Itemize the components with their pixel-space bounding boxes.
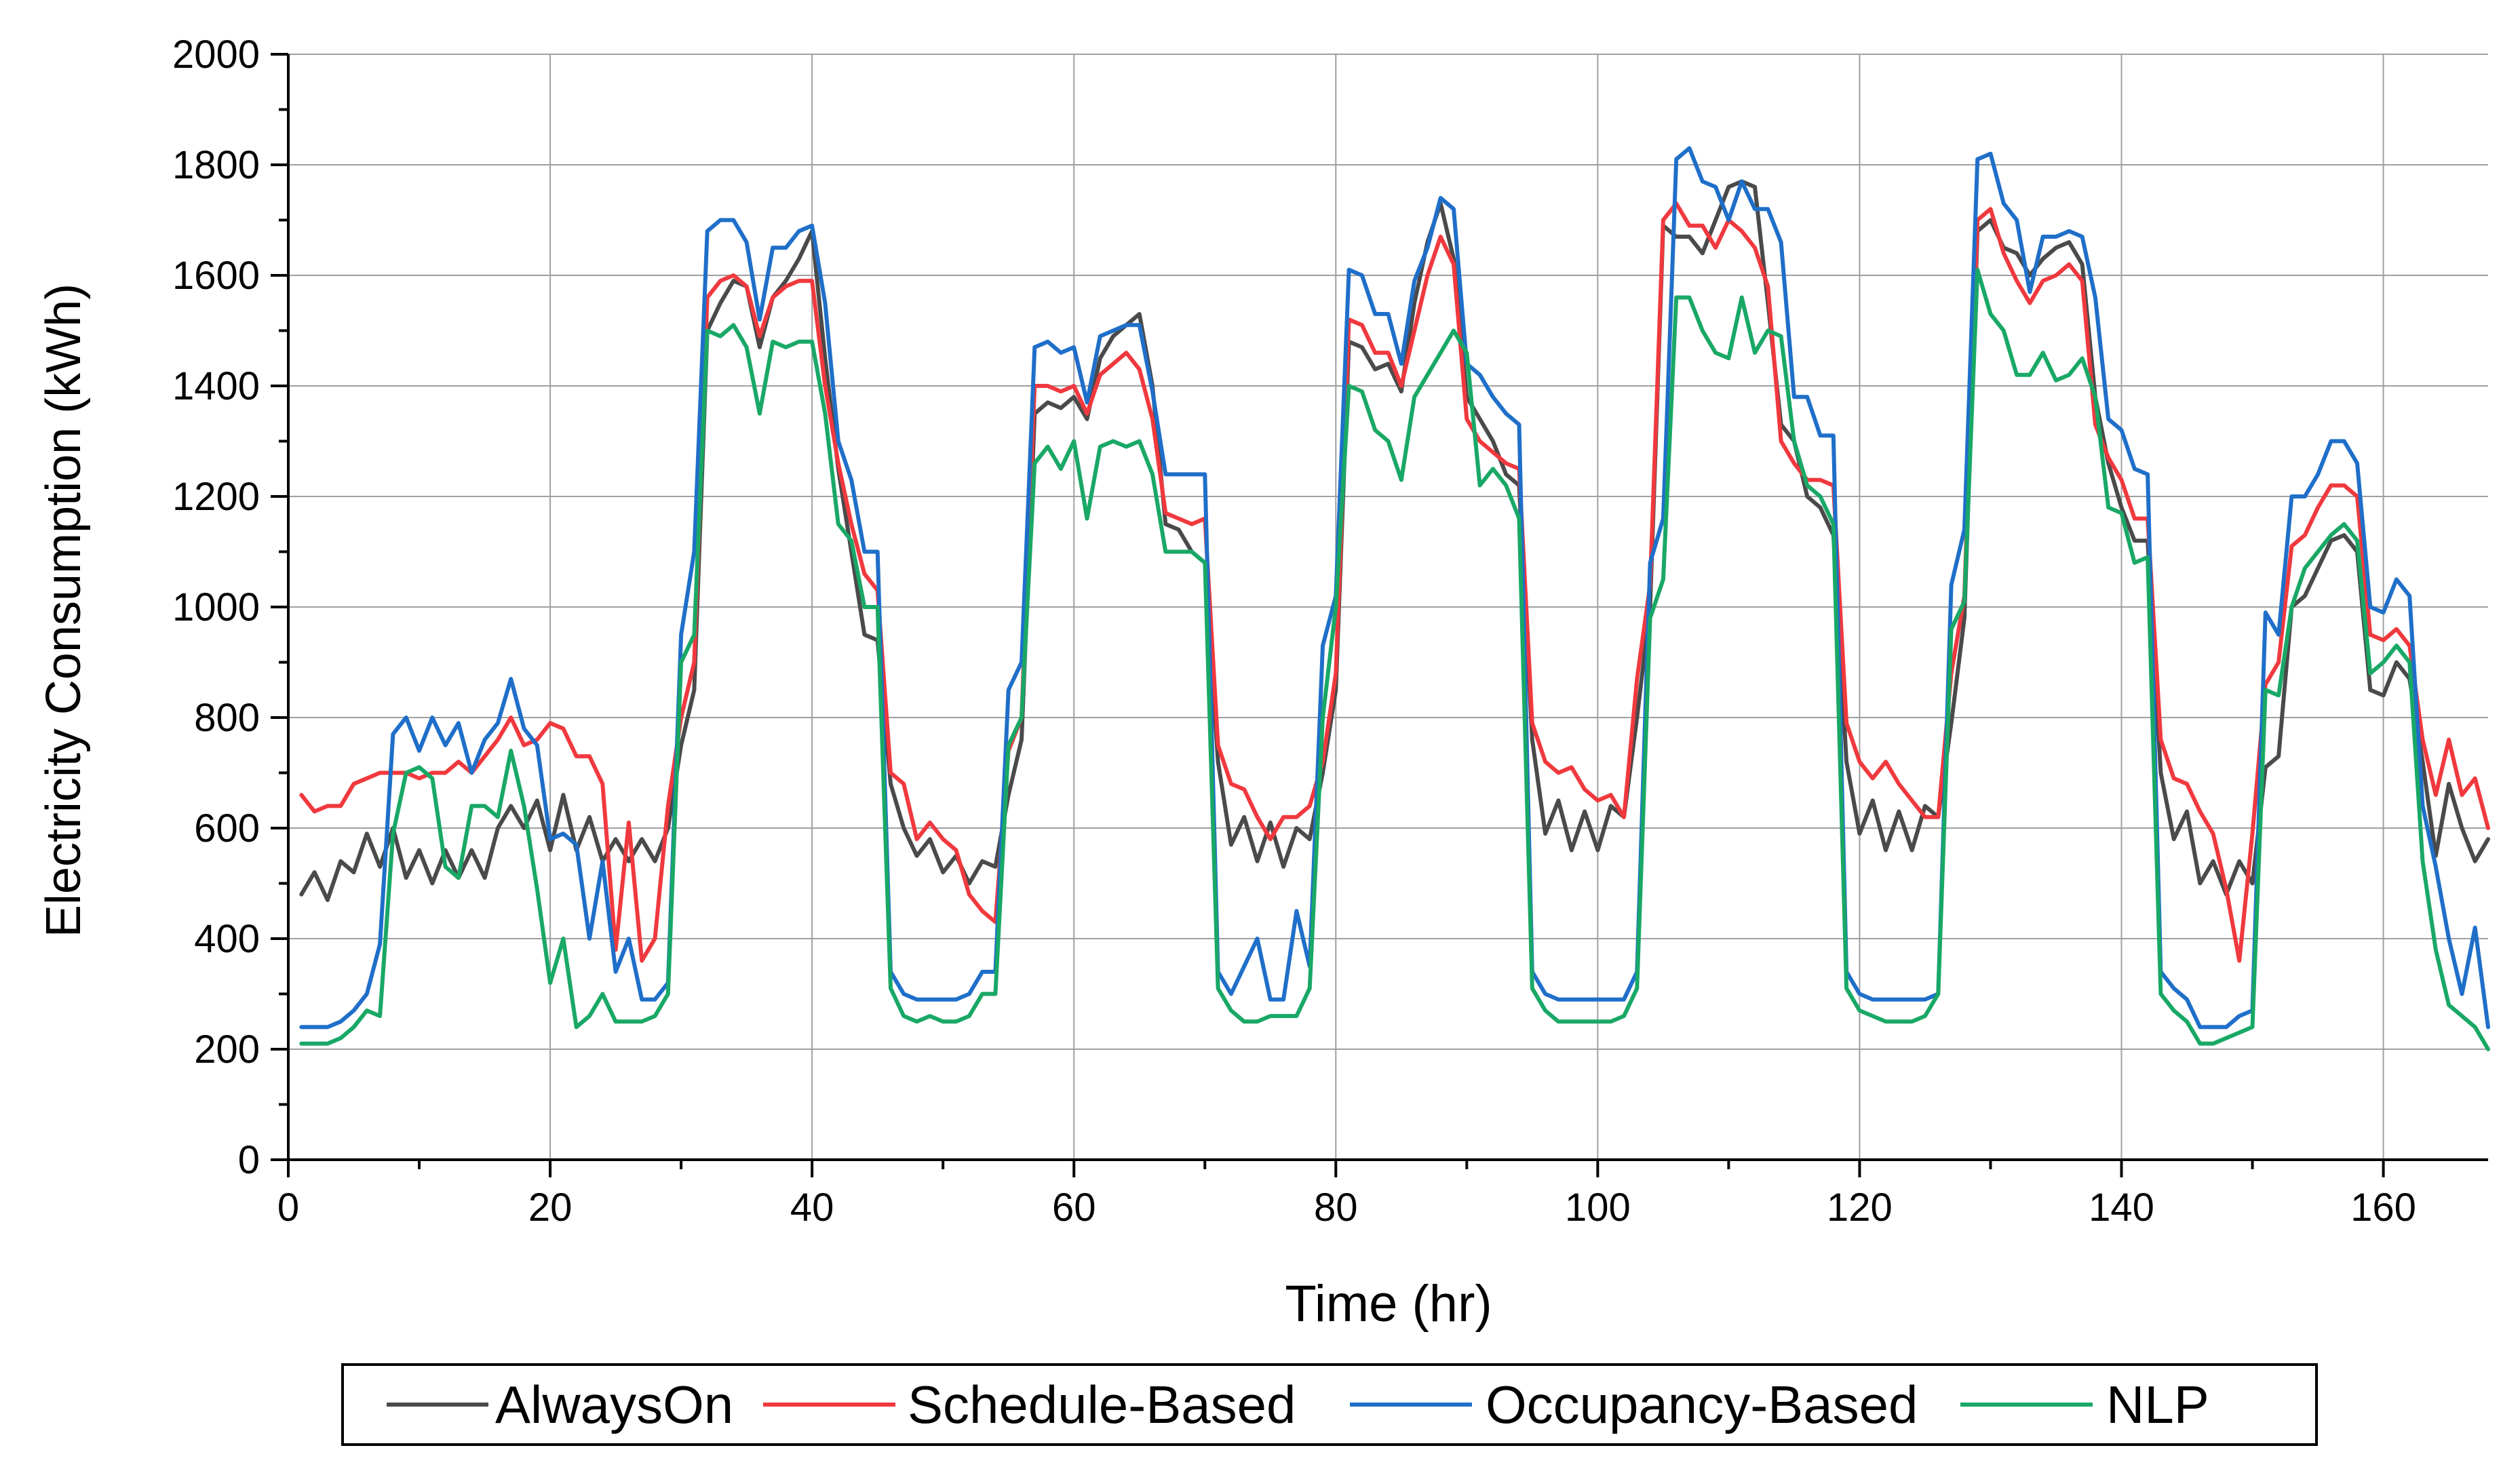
y-tick-label: 600 (194, 806, 260, 850)
series-line-schedule-based (299, 201, 2490, 963)
series-lines (299, 146, 2490, 1051)
x-tick-label: 20 (528, 1186, 573, 1230)
y-tick-label: 1200 (172, 475, 260, 519)
legend-label-occupancy-based: Occupancy-Based (1486, 1375, 1918, 1434)
x-axis-title: Time (hr) (1285, 1275, 1492, 1333)
series-line-occupancy-based (299, 146, 2490, 1030)
x-tick-label: 40 (790, 1186, 834, 1230)
y-tick-label: 2000 (172, 33, 260, 77)
y-tick-label: 200 (194, 1027, 260, 1072)
x-tick-label: 60 (1052, 1186, 1096, 1230)
x-tick-label: 80 (1314, 1186, 1358, 1230)
series-line-nlp (299, 267, 2490, 1051)
y-tick-label: 1600 (172, 254, 260, 298)
tick-marks (271, 53, 2385, 1177)
y-tick-label: 1800 (172, 143, 260, 187)
y-tick-labels: 0 200 400 600 800 1000 1200 1400 1600 1800 2000 (172, 33, 260, 1182)
x-tick-label: 120 (1827, 1186, 1893, 1230)
legend-label-alwayson: AlwaysOn (495, 1375, 733, 1434)
legend: AlwaysOn Schedule-Based Occupancy-Based … (341, 1363, 2318, 1446)
y-axis-title: Electricity Consumption (kWh) (37, 283, 91, 937)
y-tick-label: 1000 (172, 585, 260, 629)
y-tick-label: 1400 (172, 364, 260, 408)
x-tick-label: 100 (1565, 1186, 1631, 1230)
x-tick-labels: 0 20 40 60 80 100 120 140 160 (277, 1186, 2416, 1230)
y-tick-label: 800 (194, 696, 260, 740)
y-tick-label: 0 (238, 1138, 260, 1182)
y-tick-label: 400 (194, 917, 260, 961)
x-tick-label: 0 (277, 1186, 299, 1230)
x-tick-label: 160 (2350, 1186, 2416, 1230)
x-tick-label: 140 (2089, 1186, 2154, 1230)
legend-label-nlp: NLP (2106, 1375, 2209, 1434)
legend-label-schedule-based: Schedule-Based (908, 1375, 1296, 1434)
